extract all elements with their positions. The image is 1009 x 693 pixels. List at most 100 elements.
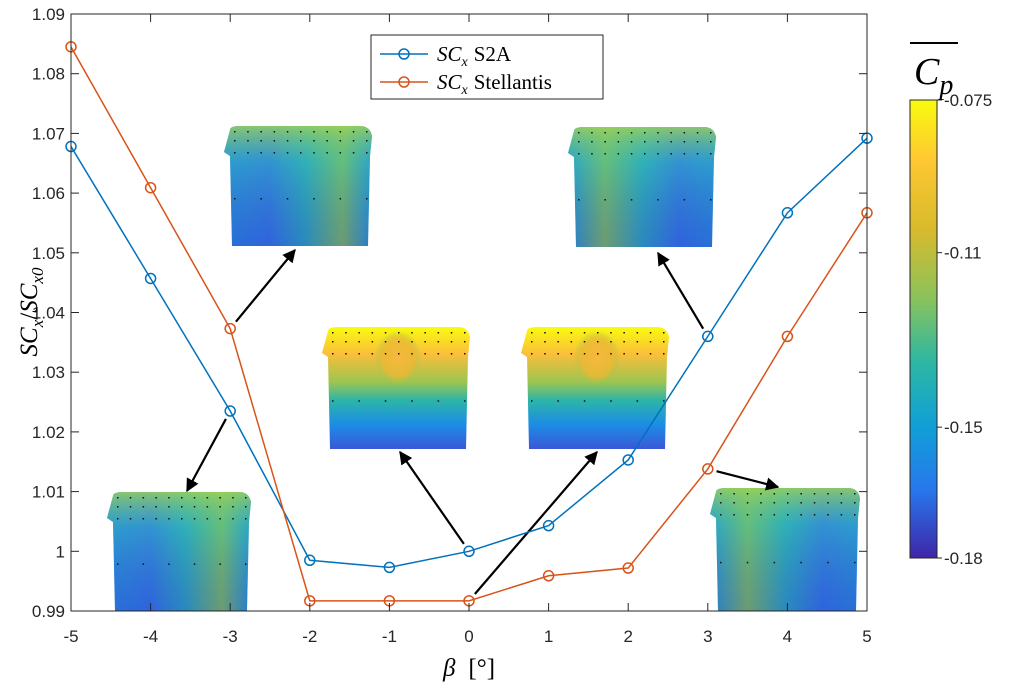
pressure-tap — [760, 514, 762, 516]
pressure-tap — [578, 132, 580, 134]
pressure-tap — [657, 132, 659, 134]
y-tick-label: 1.02 — [32, 423, 65, 442]
x-tick-label: -1 — [382, 627, 397, 646]
pressure-tap — [544, 341, 546, 343]
pressure-tap — [644, 132, 646, 134]
pressure-tap — [557, 332, 559, 334]
data-point-stellantis — [144, 181, 157, 194]
pressure-tap — [746, 502, 749, 504]
pressure-tap — [437, 341, 440, 343]
pressure-tap — [384, 353, 387, 355]
pressure-tap — [384, 332, 387, 334]
pressure-tap — [326, 140, 328, 142]
legend-box — [370, 34, 604, 100]
pressure-tap — [129, 497, 132, 499]
pressure-tap — [657, 153, 659, 155]
pressure-tap — [649, 332, 652, 334]
pressure-tap — [696, 153, 699, 155]
arrows — [186, 248, 780, 595]
pressure-tap — [117, 506, 119, 508]
pressure-tap — [773, 561, 776, 564]
y-tick-label: 1.08 — [32, 65, 65, 84]
cp-map-shade — [568, 127, 716, 247]
pressure-tap — [450, 341, 453, 343]
pressure-tap — [273, 140, 276, 142]
pressure-tap — [854, 561, 856, 564]
pressure-tap — [398, 332, 400, 334]
pressure-tap — [142, 506, 145, 508]
data-point-s2a — [144, 272, 157, 285]
pressure-tap — [531, 332, 533, 334]
pressure-tap — [155, 506, 157, 508]
pressure-tap — [800, 502, 802, 504]
pressure-tap — [710, 199, 712, 201]
pressure-tap — [636, 332, 639, 334]
annotation-arrow — [399, 450, 465, 545]
pressure-tap — [827, 502, 829, 504]
pressure-tap — [746, 561, 749, 564]
pressure-tap — [610, 400, 612, 402]
cp-map-inset — [224, 126, 372, 246]
pressure-tap — [578, 141, 580, 143]
pressure-tap — [339, 131, 342, 133]
pressure-tap — [286, 131, 289, 133]
pressure-tap — [398, 341, 400, 343]
pressure-tap — [733, 514, 735, 516]
x-tick-label: -2 — [302, 627, 317, 646]
pressure-tap — [746, 514, 749, 516]
pressure-tap — [339, 198, 342, 200]
pressure-tap — [636, 400, 639, 402]
pressure-tap — [193, 518, 196, 520]
pressure-tap — [345, 332, 347, 334]
y-axis: 0.99 1 1.01 1.02 1.03 1.04 1.05 1.06 1.07 1.08 1.0… — [32, 5, 867, 621]
pressure-tap — [813, 493, 816, 495]
pressure-tap — [578, 153, 580, 155]
pressure-tap — [840, 514, 843, 516]
pressure-tap — [683, 132, 686, 134]
data-point-stellantis — [622, 562, 634, 574]
pressure-tap — [260, 198, 262, 200]
pressure-tap — [760, 493, 762, 495]
pressure-tap — [531, 353, 533, 355]
pressure-tap — [206, 518, 209, 520]
pressure-tap — [332, 400, 334, 402]
pressure-tap — [663, 332, 665, 334]
pressure-tap — [181, 518, 183, 520]
pressure-tap — [366, 140, 368, 142]
pressure-tap — [773, 514, 776, 516]
pressure-tap — [219, 518, 221, 520]
cp-map-inset — [568, 127, 716, 247]
data-point-stellantis — [224, 322, 236, 335]
pressure-tap — [570, 332, 573, 334]
pressure-tap — [663, 353, 665, 355]
pressure-tap — [168, 497, 170, 499]
pressure-tap — [142, 563, 145, 565]
pressure-tap — [129, 506, 132, 508]
pressure-tap — [683, 153, 686, 155]
data-point-stellantis — [542, 570, 555, 582]
pressure-tap — [117, 518, 119, 520]
cp-map-shade — [107, 492, 251, 611]
pressure-tap — [339, 140, 342, 142]
cp-maps — [107, 126, 860, 611]
pressure-tap — [326, 131, 328, 133]
pressure-tap — [193, 497, 196, 499]
pressure-tap — [371, 353, 374, 355]
x-tick-label: 2 — [623, 627, 632, 646]
pressure-tap — [800, 493, 802, 495]
pressure-tap — [234, 131, 236, 133]
cp-map-inset — [710, 488, 860, 611]
pressure-tap — [610, 332, 612, 334]
colorbar-tick-label: -0.18 — [944, 549, 983, 568]
pressure-tap — [181, 506, 183, 508]
data-point-s2a — [304, 554, 316, 567]
pressure-tap — [710, 153, 712, 155]
pressure-tap — [245, 518, 247, 520]
pressure-tap — [313, 198, 315, 200]
x-axis: -5 -4 -3 -2 -1 0 1 2 3 4 5 — [63, 14, 872, 646]
pressure-tap — [352, 131, 355, 133]
pressure-tap — [332, 353, 334, 355]
pressure-tap — [630, 141, 633, 143]
